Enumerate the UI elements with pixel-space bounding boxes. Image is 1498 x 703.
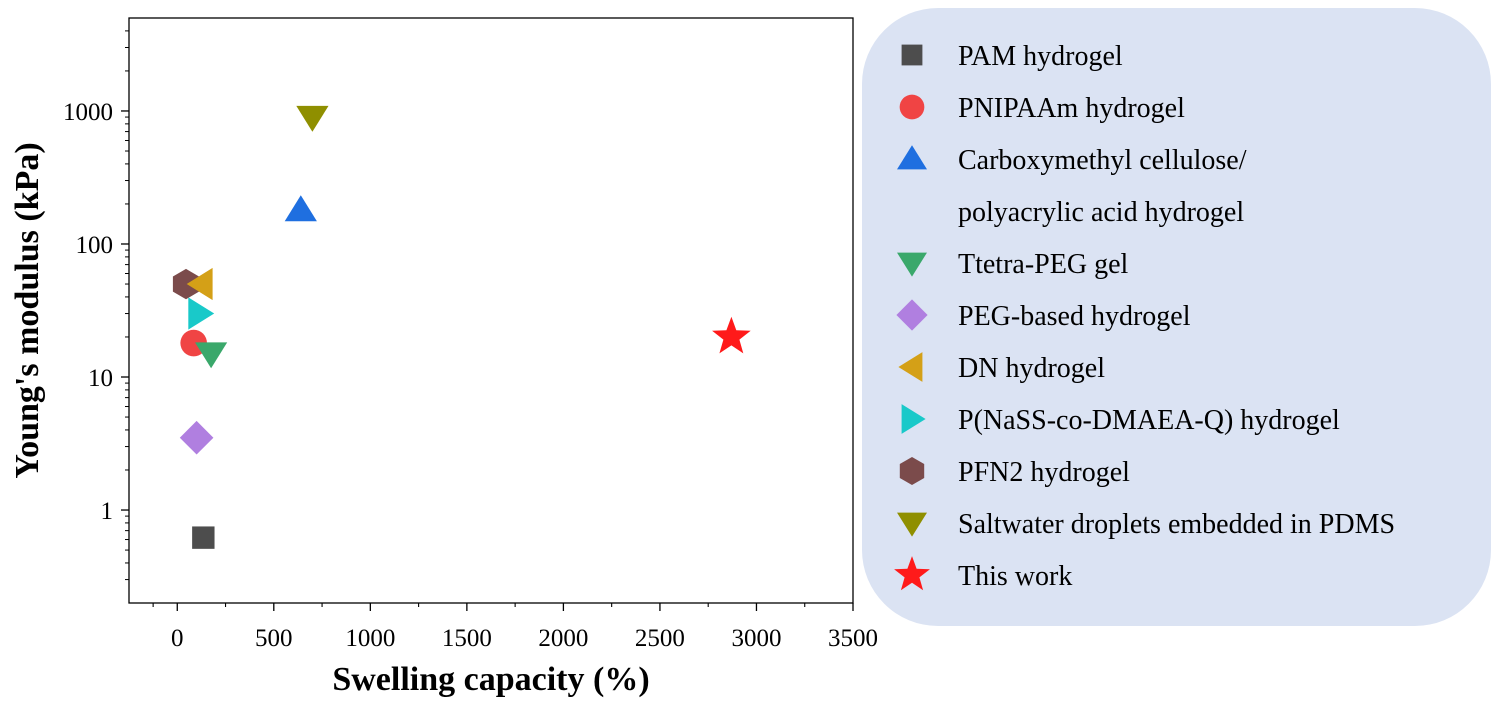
- legend-item: PNIPAAm hydrogel: [899, 93, 1185, 124]
- legend-item: P(NaSS-co-DMAEA-Q) hydrogel: [901, 404, 1340, 436]
- data-point-triangle-down: [296, 105, 329, 132]
- legend-marker-triangle-left: [898, 352, 923, 382]
- x-tick-label: 3000: [731, 625, 781, 652]
- legend: PAM hydrogel PNIPAAm hydrogel Carboxymethy…: [862, 8, 1491, 626]
- legend-marker-hexagon: [899, 457, 925, 485]
- x-tick-label: 3500: [828, 625, 878, 652]
- legend-label: polyacrylic acid hydrogel: [958, 197, 1244, 228]
- data-point-hexagon: [172, 268, 199, 300]
- data-point-triangle-down: [195, 342, 228, 369]
- x-tick-label: 2000: [538, 625, 588, 652]
- x-tick-label: 1000: [345, 625, 395, 652]
- data-points: [172, 105, 751, 549]
- y-tick-label: 1: [101, 498, 114, 525]
- legend-item: Ttetra-PEG gel: [897, 249, 1128, 280]
- legend-label: PAM hydrogel: [958, 41, 1123, 72]
- x-tick-label: 2500: [635, 625, 685, 652]
- x-axis: 0 500 1000 1500 2000 2500 3000 3500: [152, 603, 878, 652]
- legend-label: This work: [958, 561, 1072, 592]
- plot-area: 0 500 1000 1500 2000 2500 3000 3500 1 10 100 1000: [63, 17, 878, 652]
- legend-marker-triangle-right: [901, 404, 926, 434]
- legend-label: Ttetra-PEG gel: [958, 249, 1128, 280]
- y-tick-label: 10: [88, 365, 113, 392]
- data-point-triangle-up: [284, 195, 317, 222]
- legend-marker-diamond: [896, 299, 928, 331]
- legend-marker-star: [894, 556, 930, 591]
- legend-marker-circle: [899, 94, 925, 120]
- legend-background: [862, 8, 1491, 626]
- x-tick-label: 500: [255, 625, 293, 652]
- legend-item: PFN2 hydrogel: [899, 457, 1130, 488]
- x-tick-label: 1500: [442, 625, 492, 652]
- data-point-triangle-right: [188, 297, 215, 330]
- y-axis: 1 10 100 1000: [63, 30, 129, 581]
- legend-marker-triangle-down: [897, 252, 927, 277]
- legend-item: PEG-based hydrogel: [896, 299, 1191, 332]
- legend-item: Carboxymethyl cellulose/polyacrylic acid…: [897, 145, 1247, 228]
- data-point-diamond: [179, 420, 214, 455]
- x-tick-label: 0: [171, 625, 184, 652]
- legend-item: PAM hydrogel: [901, 41, 1123, 72]
- legend-item: Saltwater droplets embedded in PDMS: [897, 509, 1395, 540]
- legend-marker-square: [901, 44, 923, 66]
- data-point-star: [712, 316, 751, 354]
- y-tick-label: 100: [76, 232, 114, 259]
- legend-label: Saltwater droplets embedded in PDMS: [958, 509, 1395, 540]
- data-point-triangle-left: [186, 267, 213, 301]
- data-point-square: [192, 526, 215, 549]
- legend-marker-triangle-up: [897, 145, 927, 170]
- y-tick-label: 1000: [63, 99, 113, 126]
- legend-label: DN hydrogel: [958, 353, 1105, 384]
- legend-item: This work: [894, 556, 1072, 592]
- x-axis-title: Swelling capacity (%): [332, 661, 649, 698]
- legend-label: Carboxymethyl cellulose/: [958, 145, 1247, 176]
- legend-label: P(NaSS-co-DMAEA-Q) hydrogel: [958, 405, 1340, 436]
- legend-item: DN hydrogel: [898, 352, 1105, 384]
- legend-marker-triangle-down: [897, 512, 927, 537]
- y-axis-title: Young's modulus (kPa): [9, 142, 46, 478]
- legend-label: PEG-based hydrogel: [958, 301, 1191, 332]
- plot-frame: [128, 17, 854, 604]
- legend-label: PFN2 hydrogel: [958, 457, 1130, 488]
- legend-label: PNIPAAm hydrogel: [958, 93, 1185, 124]
